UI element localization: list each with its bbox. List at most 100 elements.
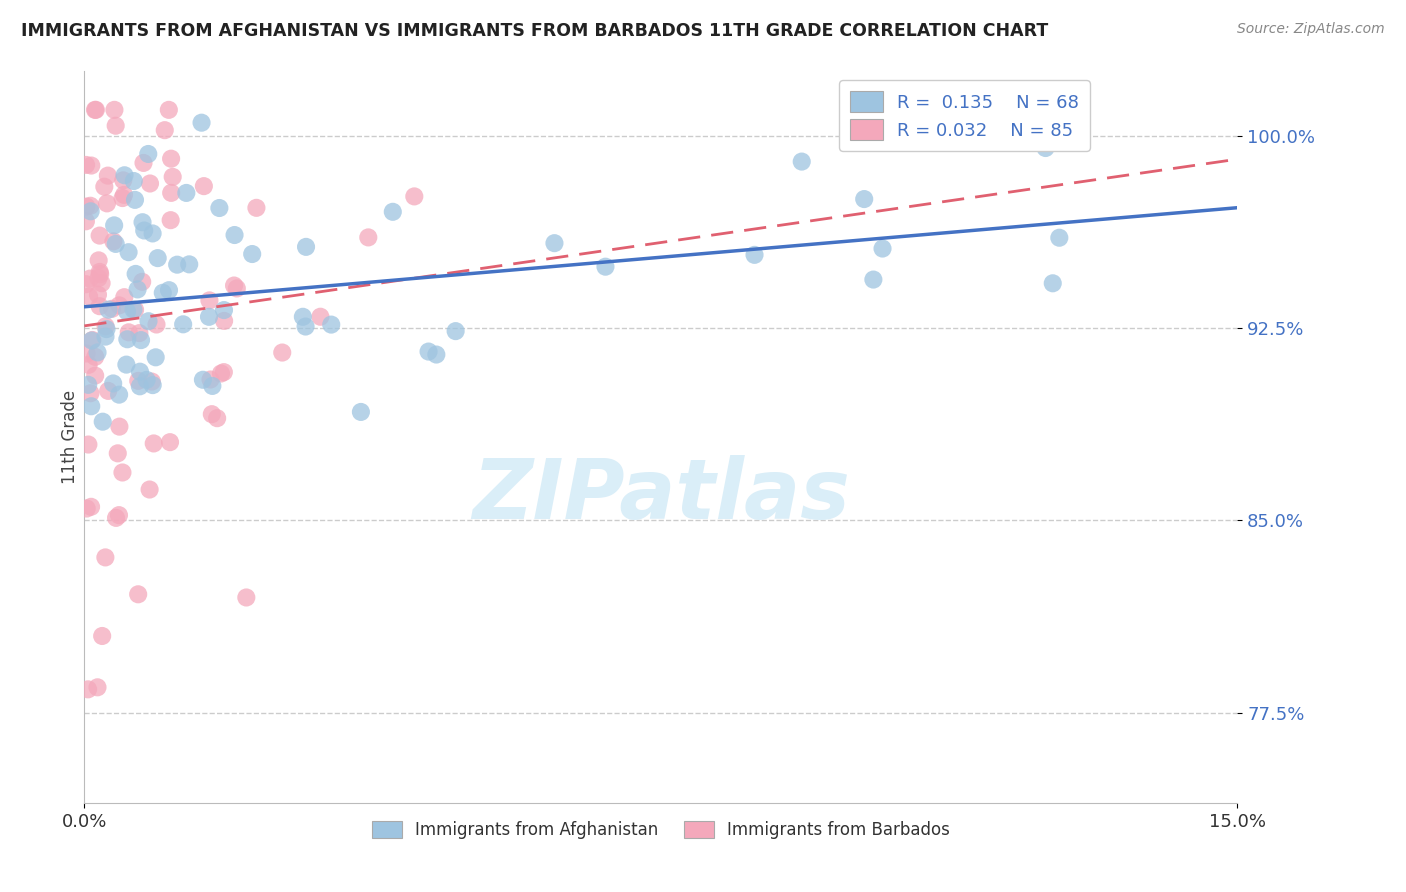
Point	[321, 318, 343, 332]
Point	[166, 258, 188, 272]
Point	[271, 345, 294, 359]
Point	[135, 373, 157, 387]
Point	[122, 174, 145, 188]
Point	[104, 236, 127, 251]
Point	[157, 103, 180, 117]
Point	[87, 253, 110, 268]
Point	[80, 399, 103, 413]
Point	[112, 290, 135, 304]
Point	[128, 379, 150, 393]
Point	[75, 277, 97, 292]
Point	[128, 326, 150, 340]
Point	[172, 318, 194, 332]
Point	[93, 179, 115, 194]
Point	[200, 372, 222, 386]
Point	[224, 227, 246, 242]
Point	[142, 227, 165, 241]
Point	[145, 351, 167, 365]
Point	[208, 201, 231, 215]
Point	[418, 344, 440, 359]
Point	[138, 483, 160, 497]
Point	[872, 242, 894, 256]
Point	[112, 173, 135, 187]
Point	[146, 251, 169, 265]
Point	[77, 377, 100, 392]
Point	[79, 204, 101, 219]
Point	[425, 347, 447, 361]
Point	[131, 275, 153, 289]
Point	[157, 283, 180, 297]
Point	[75, 158, 97, 172]
Legend: Immigrants from Afghanistan, Immigrants from Barbados: Immigrants from Afghanistan, Immigrants …	[366, 814, 956, 846]
Point	[291, 310, 314, 324]
Point	[79, 386, 101, 401]
Point	[84, 350, 107, 364]
Point	[76, 346, 98, 360]
Point	[543, 236, 565, 251]
Point	[108, 387, 131, 401]
Point	[96, 322, 118, 336]
Point	[108, 508, 131, 523]
Point	[139, 177, 162, 191]
Point	[89, 228, 111, 243]
Point	[87, 271, 110, 285]
Point	[94, 550, 117, 565]
Point	[142, 436, 165, 450]
Point	[193, 179, 215, 194]
Point	[131, 215, 153, 229]
Point	[94, 319, 117, 334]
Point	[595, 260, 617, 274]
Point	[127, 374, 149, 388]
Point	[97, 384, 120, 398]
Point	[91, 629, 114, 643]
Point	[103, 376, 125, 391]
Point	[142, 378, 165, 392]
Point	[103, 103, 125, 117]
Point	[90, 276, 112, 290]
Point	[75, 214, 97, 228]
Point	[1047, 231, 1070, 245]
Point	[381, 204, 404, 219]
Point	[117, 332, 139, 346]
Point	[209, 367, 232, 381]
Text: Source: ZipAtlas.com: Source: ZipAtlas.com	[1237, 22, 1385, 37]
Point	[162, 169, 184, 184]
Point	[124, 193, 146, 207]
Point	[77, 358, 100, 372]
Point	[160, 152, 183, 166]
Point	[136, 147, 159, 161]
Point	[176, 186, 198, 200]
Point	[101, 301, 124, 316]
Point	[107, 446, 129, 460]
Point	[240, 247, 263, 261]
Point	[191, 373, 214, 387]
Point	[103, 219, 125, 233]
Point	[862, 272, 884, 286]
Point	[76, 501, 98, 516]
Point	[127, 587, 149, 601]
Point	[152, 285, 174, 300]
Point	[138, 314, 160, 328]
Point	[115, 358, 138, 372]
Point	[790, 154, 813, 169]
Point	[104, 119, 127, 133]
Point	[103, 235, 125, 249]
Point	[108, 298, 131, 312]
Point	[127, 282, 149, 296]
Point	[404, 189, 426, 203]
Point	[212, 314, 235, 328]
Point	[201, 407, 224, 421]
Point	[190, 116, 212, 130]
Point	[111, 466, 134, 480]
Point	[124, 302, 146, 317]
Point	[295, 240, 318, 254]
Point	[118, 326, 141, 340]
Point	[205, 411, 228, 425]
Point	[77, 289, 100, 303]
Point	[111, 191, 134, 205]
Text: IMMIGRANTS FROM AFGHANISTAN VS IMMIGRANTS FROM BARBADOS 11TH GRADE CORRELATION C: IMMIGRANTS FROM AFGHANISTAN VS IMMIGRANT…	[21, 22, 1049, 40]
Point	[94, 329, 117, 343]
Point	[129, 333, 152, 347]
Point	[132, 156, 155, 170]
Point	[86, 681, 108, 695]
